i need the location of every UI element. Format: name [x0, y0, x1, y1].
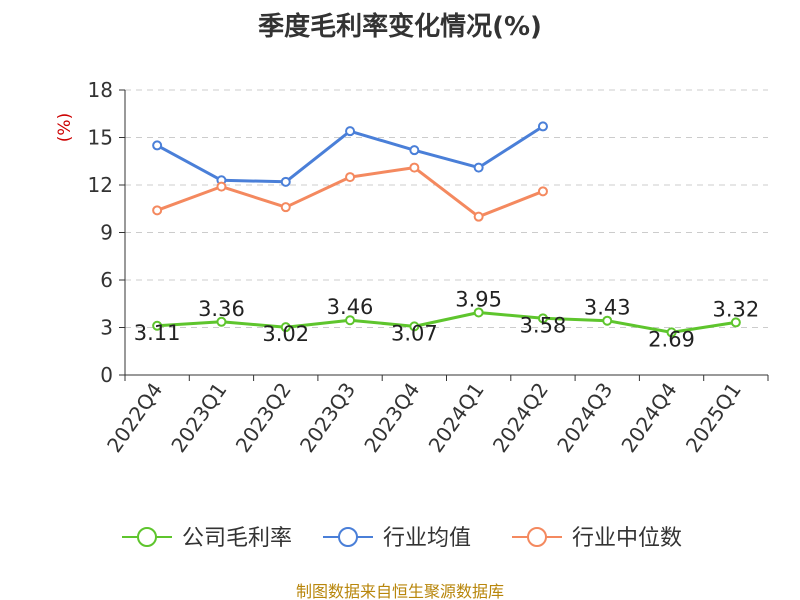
y-tick-label: 6 — [100, 268, 113, 292]
y-tick-label: 15 — [88, 126, 113, 150]
x-tick-label: 2023Q2 — [231, 378, 296, 457]
data-label: 2.69 — [648, 327, 695, 351]
data-point — [473, 162, 484, 173]
data-point — [280, 176, 291, 187]
data-label: 3.95 — [455, 287, 502, 311]
y-tick-label: 18 — [88, 78, 113, 102]
data-label: 3.58 — [520, 313, 567, 337]
data-point — [409, 321, 420, 332]
x-tick-label: 2023Q4 — [359, 378, 424, 457]
legend-marker — [137, 527, 157, 547]
data-point — [537, 186, 548, 197]
data-point — [216, 316, 227, 327]
data-point — [537, 121, 548, 132]
data-label: 3.36 — [198, 297, 245, 321]
x-tick-label: 2024Q3 — [552, 378, 617, 457]
x-tick-label: 2025Q1 — [681, 378, 746, 457]
x-tick-label: 2023Q1 — [166, 378, 231, 457]
legend-label: 公司毛利率 — [182, 526, 292, 551]
legend-label: 行业均值 — [383, 526, 471, 551]
data-label: 3.11 — [134, 321, 181, 345]
x-tick-label: 2024Q1 — [424, 378, 489, 457]
data-point — [345, 126, 356, 137]
data-point — [280, 202, 291, 213]
data-label: 3.07 — [391, 321, 438, 345]
data-point — [409, 162, 420, 173]
data-point — [602, 315, 613, 326]
legend-label: 行业中位数 — [572, 526, 682, 551]
data-point — [730, 317, 741, 328]
data-point — [152, 320, 163, 331]
data-point — [473, 307, 484, 318]
data-point — [473, 211, 484, 222]
x-tick-label: 2023Q3 — [295, 378, 360, 457]
legend-marker — [338, 527, 358, 547]
series-line-0 — [157, 311, 737, 334]
y-tick-label: 0 — [100, 363, 113, 387]
chart-title: 季度毛利率变化情况(%) — [258, 12, 542, 42]
data-point — [409, 145, 420, 156]
data-source-note: 制图数据来自恒生聚源数据库 — [295, 582, 504, 600]
legend-marker — [527, 527, 547, 547]
data-point — [216, 181, 227, 192]
data-point — [537, 313, 548, 324]
data-point — [345, 172, 356, 183]
y-tick-label: 9 — [100, 221, 113, 245]
x-tick-label: 2024Q4 — [616, 378, 681, 457]
data-label: 3.02 — [262, 322, 309, 346]
data-point — [152, 140, 163, 151]
data-point — [666, 327, 677, 338]
data-label: 3.32 — [712, 297, 759, 321]
data-point — [280, 322, 291, 333]
x-tick-label: 2022Q4 — [102, 378, 167, 457]
data-point — [345, 315, 356, 326]
data-label: 3.43 — [584, 296, 631, 320]
x-tick-label: 2024Q2 — [488, 378, 553, 457]
y-axis-label: (%) — [55, 113, 75, 142]
data-label: 3.46 — [327, 295, 374, 319]
y-tick-label: 3 — [100, 316, 113, 340]
data-point — [152, 205, 163, 216]
y-tick-label: 12 — [88, 173, 113, 197]
